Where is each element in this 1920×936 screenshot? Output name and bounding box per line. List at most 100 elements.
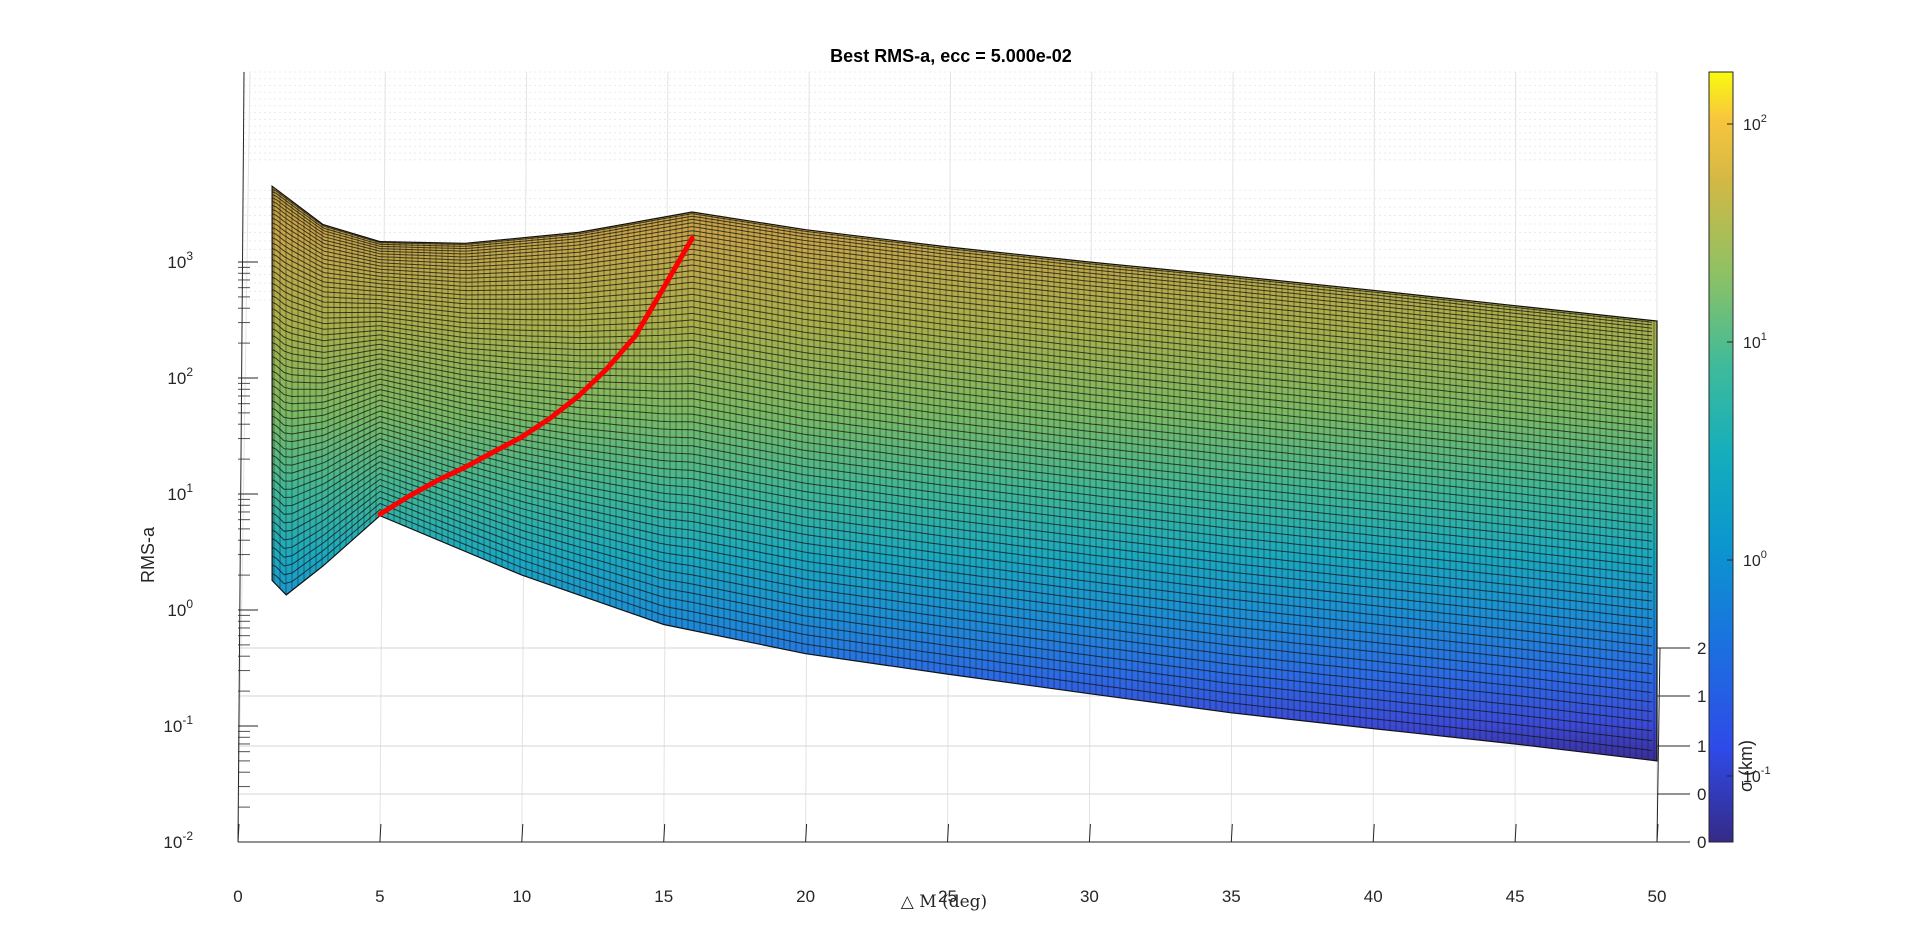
x-tick-label: 30: [1080, 887, 1099, 906]
ridge-line: [377, 235, 695, 517]
mesh-iso-line: [272, 383, 1653, 550]
x-major-tick: [521, 823, 524, 843]
colorbar-tick-exponent: -1: [1761, 765, 1771, 777]
x-tick-label: 50: [1648, 887, 1667, 906]
mesh-iso-line: [272, 490, 1653, 722]
x-major-tick: [1656, 823, 1659, 843]
mesh-iso-line: [272, 211, 1653, 350]
x-tick-label: 35: [1222, 887, 1241, 906]
chart-title: Best RMS-a, ecc = 5.000e-02: [830, 46, 1072, 66]
x-major-tick: [1372, 823, 1375, 843]
z-tick-label: 0: [1697, 833, 1706, 852]
y-tick-exponent: -2: [182, 829, 193, 843]
mesh-iso-line: [272, 461, 1653, 675]
colorbar: 10-1 100 101 102: [1708, 71, 1771, 843]
mesh-iso-line: [272, 340, 1653, 494]
mesh-iso-line: [272, 257, 1653, 402]
mesh-iso-line: [272, 467, 1653, 684]
mesh-iso-line: [272, 347, 1653, 502]
colorbar-tick-exponent: 2: [1761, 113, 1767, 125]
colorbar-gradient: [1708, 71, 1734, 843]
mesh-iso-line: [272, 478, 1653, 703]
y-tick-label: 103: [167, 249, 193, 272]
mesh-iso-line: [272, 187, 1653, 323]
z-axis-label: σ (km): [1736, 740, 1756, 792]
colorbar-tick-exponent: 0: [1761, 549, 1767, 561]
mesh-iso-line: [272, 378, 1653, 542]
mesh-iso-line: [272, 281, 1653, 428]
colorbar-tick-label: 101: [1743, 331, 1767, 352]
mesh-iso-line: [272, 509, 1653, 751]
z-tick-label: 1: [1697, 737, 1706, 756]
mesh-iso-line: [272, 502, 1653, 742]
mesh-iso-line: [272, 246, 1653, 389]
mesh-iso-line: [272, 313, 1653, 464]
mesh-iso-line: [272, 455, 1653, 665]
mesh-iso-line: [272, 251, 1653, 395]
y-tick-label: 102: [167, 365, 193, 388]
colorbar-tick-label: 100: [1743, 549, 1767, 570]
x-major-tick: [379, 823, 382, 843]
mesh-iso-line: [272, 333, 1653, 486]
mesh-iso-line: [272, 472, 1653, 693]
y-tick-label: 101: [167, 481, 193, 504]
mesh-iso-line: [272, 410, 1653, 593]
mesh-iso-line: [272, 484, 1653, 713]
z-tick-label: 0: [1697, 785, 1706, 804]
mesh-iso-line: [272, 203, 1653, 341]
mesh-iso-line: [272, 389, 1653, 559]
y-tick-exponent: 3: [186, 249, 193, 263]
y-axis-label: RMS-a: [138, 526, 158, 583]
mesh-iso-line: [272, 220, 1653, 361]
y-tick-exponent: -1: [182, 713, 193, 727]
mesh-iso-line: [272, 235, 1653, 377]
mesh-iso-line: [272, 207, 1653, 346]
mesh-iso-line: [272, 287, 1653, 435]
surface-layer: [271, 184, 1658, 762]
x-tick-label: 40: [1364, 887, 1383, 906]
mesh-iso-line: [272, 275, 1653, 421]
mesh-iso-line: [272, 354, 1653, 510]
y-axis-line: [237, 71, 245, 843]
mesh-iso-line: [272, 496, 1653, 732]
y-tick-label: 10-1: [163, 713, 193, 736]
mesh-iso-line: [272, 443, 1653, 647]
x-major-tick: [1088, 823, 1091, 843]
x-major-tick: [805, 823, 808, 843]
mesh-iso-line: [272, 269, 1653, 415]
x-major-tick: [1514, 823, 1517, 843]
mesh-iso-line: [272, 263, 1653, 408]
mesh-iso-line: [272, 199, 1653, 337]
z-tick-label: 1: [1697, 687, 1706, 706]
mesh-iso-line: [272, 399, 1653, 576]
vertical-grid-line: [237, 71, 251, 843]
y-tick-label: 10-2: [163, 829, 193, 852]
colorbar-tick-label: 10-1: [1743, 765, 1771, 786]
x-major-tick: [237, 823, 240, 843]
mesh-iso-line: [272, 449, 1653, 656]
mesh-iso-line: [272, 195, 1653, 333]
z-tick-label: 2: [1697, 639, 1706, 658]
mesh-iso-line: [272, 373, 1653, 534]
mesh-iso-line: [272, 216, 1653, 355]
mesh-iso-line: [272, 404, 1653, 584]
mesh-iso-line: [272, 394, 1653, 567]
mesh-iso-line: [272, 230, 1653, 371]
x-tick-label: 0: [233, 887, 242, 906]
x-axis-label: △ M (deg): [901, 892, 987, 912]
y-tick-label: 100: [167, 597, 193, 620]
mesh-iso-line: [272, 361, 1653, 518]
mesh-iso-line: [272, 225, 1653, 366]
x-major-tick: [663, 823, 666, 843]
mesh-iso-line: [272, 192, 1653, 329]
mesh-iso-line: [272, 306, 1653, 456]
x-tick-label: 10: [512, 887, 531, 906]
mesh-iso-line: [272, 241, 1653, 383]
x-tick-label: 25: [938, 887, 957, 906]
colorbar-tick-label: 102: [1743, 113, 1767, 134]
x-major-tick: [947, 823, 949, 843]
y-tick-exponent: 0: [186, 597, 193, 611]
x-tick-label: 5: [375, 887, 384, 906]
mesh-iso-line: [272, 189, 1653, 326]
x-tick-label: 45: [1506, 887, 1525, 906]
